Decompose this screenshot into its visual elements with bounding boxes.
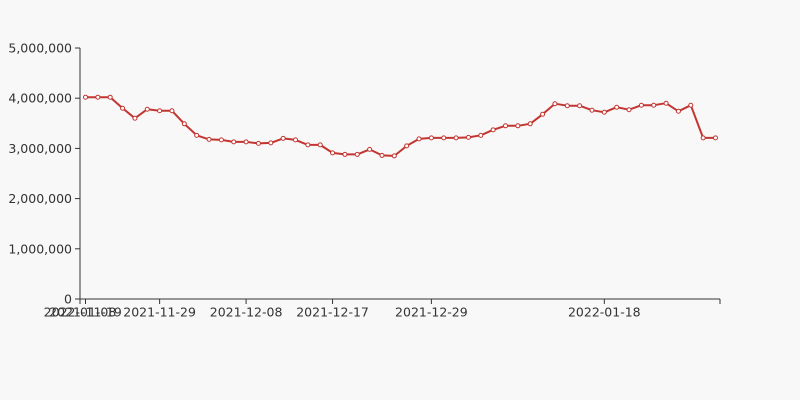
data-point [379,152,385,158]
x-axis: 2021-11-19 2021-11-29 2021-12-08 2021-12-17… [44,298,721,320]
x-tick-label: 2021-11-29 [123,305,196,320]
data-point [354,151,360,157]
data-point [218,137,224,143]
data-point [503,123,508,129]
data-point [651,102,657,108]
x-tick-label: 2021-12-29 [395,305,468,320]
data-point [626,107,632,113]
x-tick-label: 2022-01-18 [568,305,641,320]
data-point [688,102,694,108]
data-point [293,137,298,143]
y-tick-label: 1,000,000 [8,241,72,256]
data-point [206,136,212,142]
data-point [194,132,200,138]
data-point [490,127,496,133]
data-point [478,132,484,138]
data-point [404,143,410,149]
data-point [663,100,669,106]
data-point [416,136,422,142]
data-point [428,135,434,141]
data-point [540,111,546,117]
data-point [453,135,459,141]
data-point [305,142,311,148]
data-point [465,134,471,140]
data-point [564,103,570,109]
data-point [515,123,521,129]
data-point [95,94,101,100]
x-tick-label: 2021-12-08 [210,305,283,320]
y-tick-label: 0 [64,292,72,307]
data-point [120,105,126,111]
y-tick-label: 5,000,000 [8,41,72,56]
y-tick-label: 4,000,000 [8,91,72,106]
data-point [231,139,237,145]
x-tick-label: 2021-12-17 [296,305,369,320]
data-point [268,140,274,146]
data-point [441,135,447,141]
data-point [181,121,187,127]
y-tick-label: 3,000,000 [8,141,72,156]
data-point [601,109,607,115]
data-point [700,135,706,141]
data-point [157,108,163,114]
data-point [132,115,138,121]
data-point [589,107,595,113]
data-point [317,142,323,148]
data-point [330,150,336,156]
data-point [144,106,150,112]
data-point [255,140,261,146]
data-point [527,121,533,127]
data-point [169,108,175,114]
data-point [367,146,373,152]
data-point [243,139,249,145]
data-point [342,151,348,157]
data-point [280,135,286,141]
y-axis: 0 1,000,000 2,000,000 3,000,000 4,000,000 5,0… [8,41,81,307]
data-point [552,101,558,107]
x-tick-label: 2021-11-19 [49,305,122,320]
data-point [638,102,644,108]
data-point [614,104,620,110]
data-point [577,103,583,109]
data-point [675,108,681,114]
y-tick-label: 2,000,000 [8,191,72,206]
data-point [107,94,113,100]
series-line [85,96,716,157]
series-layer [83,94,718,159]
data-point [391,153,397,159]
x-tick-label: 2022-01-08 [44,305,117,320]
data-point [83,94,88,100]
data-point [713,135,718,141]
